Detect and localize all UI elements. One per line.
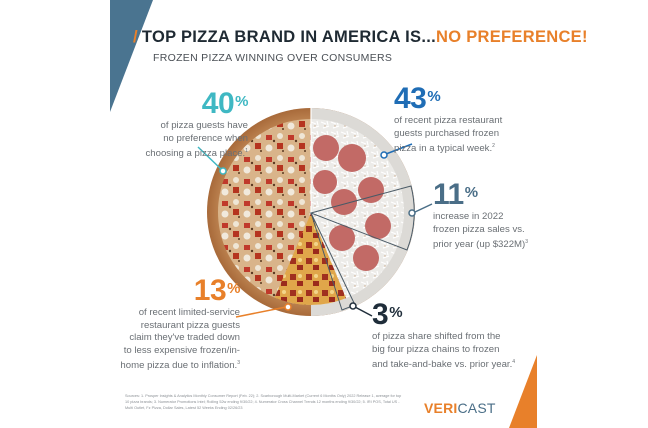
title-main: TOP PIZZA BRAND IN AMERICA IS... — [141, 28, 436, 46]
stat-13: 13% of recent limited-service restaurant… — [100, 276, 240, 373]
stat-11: 11% increase in 2022 frozen pizza sales … — [433, 180, 553, 252]
connector-dot-11 — [408, 209, 416, 217]
vericast-logo: VERICAST — [424, 400, 496, 416]
connector-dot-13 — [284, 303, 292, 311]
stat-40-description: of pizza guests have no preference when … — [145, 120, 248, 160]
connector-dot-43 — [380, 151, 388, 159]
stat-40-value: 40% — [201, 87, 249, 120]
wedge-outline-11 — [309, 185, 415, 251]
stat-43-value: 43% — [394, 82, 441, 115]
stat-11-value: 11% — [433, 178, 478, 211]
wedge-outline-3 — [310, 212, 356, 311]
sources-footnote: Sources: 1. Prosper Insights & Analytics… — [125, 394, 402, 411]
stat-13-description: of recent limited-service restaurant piz… — [120, 307, 240, 372]
stat-3: 3% of pizza share shifted from the big f… — [372, 300, 542, 372]
stat-3-value: 3% — [372, 298, 403, 331]
orange-corner-triangle — [509, 355, 537, 428]
title-accent: NO PREFERENCE! — [435, 28, 588, 46]
blue-corner-triangle — [110, 0, 153, 112]
stat-3-description: of pizza share shifted from the big four… — [372, 331, 516, 371]
connector-dot-3 — [349, 302, 357, 310]
stat-43-description: of recent pizza restaurant guests purcha… — [394, 115, 503, 155]
stat-43: 43% of recent pizza restaurant guests pu… — [394, 84, 534, 156]
title-slash: / — [133, 28, 138, 46]
connector-dot-40 — [219, 167, 227, 175]
pepperoni-slices — [313, 135, 391, 271]
pepperoni-pizza-slice — [265, 213, 355, 305]
page-title: / TOP PIZZA BRAND IN AMERICA IS...NO PREF… — [133, 28, 588, 47]
stat-11-description: increase in 2022 frozen pizza sales vs. … — [433, 211, 529, 251]
stat-13-value: 13% — [193, 274, 241, 307]
stat-40: 40% of pizza guests have no preference w… — [120, 89, 248, 161]
page-subtitle: FROZEN PIZZA WINNING OVER CONSUMERS — [153, 52, 393, 64]
